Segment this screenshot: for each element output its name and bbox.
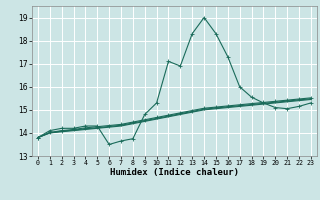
X-axis label: Humidex (Indice chaleur): Humidex (Indice chaleur) <box>110 168 239 177</box>
